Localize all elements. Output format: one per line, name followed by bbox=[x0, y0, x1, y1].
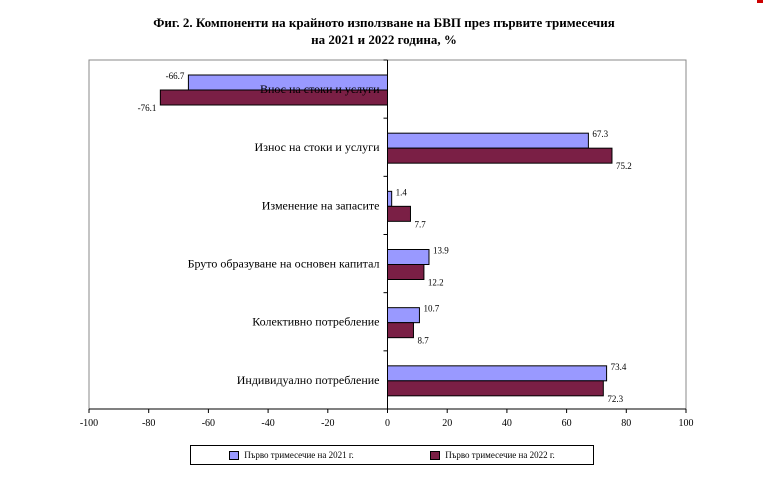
x-tick-label-8: 60 bbox=[562, 418, 572, 429]
bar-2021-2 bbox=[387, 190, 393, 207]
x-tick-label-0: -100 bbox=[80, 418, 98, 429]
bar-2022-3 bbox=[387, 264, 425, 280]
data-label-2021-3: 13.9 bbox=[433, 246, 449, 256]
x-tick-label-5: 0 bbox=[385, 418, 390, 429]
legend-label-2021: Първо тримесечие на 2021 г. bbox=[244, 450, 354, 460]
x-tick-label-2: -60 bbox=[202, 418, 215, 429]
chart-title-line1: Фиг. 2. Компоненти на крайното използван… bbox=[153, 15, 615, 30]
category-label-4: Колективно потребление bbox=[252, 315, 379, 329]
bar-2021-3 bbox=[387, 249, 430, 265]
data-label-2022-5: 72.3 bbox=[607, 394, 623, 404]
data-label-2022-1: 75.2 bbox=[616, 161, 632, 171]
legend-item-2021: Първо тримесечие на 2021 г. bbox=[229, 450, 354, 460]
bar-2021-1 bbox=[387, 132, 589, 149]
data-label-2022-2: 7.7 bbox=[414, 219, 426, 229]
chart-title: Фиг. 2. Компоненти на крайното използван… bbox=[0, 14, 768, 48]
data-label-2021-4: 10.7 bbox=[423, 304, 439, 314]
data-label-2021-0: -66.7 bbox=[166, 71, 185, 81]
bar-2021-5 bbox=[387, 365, 608, 382]
bar-2022-1 bbox=[387, 147, 613, 164]
category-label-5: Индивидуално потребление bbox=[237, 373, 380, 387]
legend-label-2022: Първо тримесечие на 2022 г. bbox=[445, 450, 555, 460]
x-tick-label-7: 40 bbox=[502, 418, 512, 429]
bar-2022-5 bbox=[387, 380, 604, 397]
legend-item-2022: Първо тримесечие на 2022 г. bbox=[430, 450, 555, 460]
data-label-2022-0: -76.1 bbox=[138, 103, 157, 113]
chart-title-line2: на 2021 и 2022 година, % bbox=[311, 32, 457, 47]
category-label-1: Износ на стоки и услуги bbox=[255, 140, 381, 154]
data-label-2022-3: 12.2 bbox=[428, 278, 444, 288]
category-label-0: Внос на стоки и услуги bbox=[260, 82, 380, 96]
data-label-2021-2: 1.4 bbox=[396, 187, 408, 197]
x-tick-label-4: -20 bbox=[321, 418, 334, 429]
bar-2022-2 bbox=[387, 205, 411, 222]
legend-swatch-2022 bbox=[430, 450, 441, 460]
x-tick-label-10: 100 bbox=[679, 418, 694, 429]
data-label-2021-5: 73.4 bbox=[611, 362, 627, 372]
data-label-2022-4: 8.7 bbox=[417, 336, 429, 346]
category-label-2: Изменение на запасите bbox=[262, 198, 380, 212]
bar-2022-4 bbox=[387, 322, 414, 339]
data-label-2021-1: 67.3 bbox=[592, 129, 608, 139]
x-tick-label-9: 80 bbox=[621, 418, 631, 429]
legend-swatch-2021 bbox=[229, 450, 240, 460]
x-tick-label-6: 20 bbox=[442, 418, 452, 429]
bar-2021-4 bbox=[387, 307, 420, 324]
corner-mark bbox=[757, 0, 763, 3]
category-label-3: Бруто образуване на основен капитал bbox=[188, 257, 380, 271]
x-tick-label-1: -80 bbox=[142, 418, 155, 429]
x-tick-label-3: -40 bbox=[261, 418, 274, 429]
legend: Първо тримесечие на 2021 г. Първо тримес… bbox=[190, 445, 594, 465]
